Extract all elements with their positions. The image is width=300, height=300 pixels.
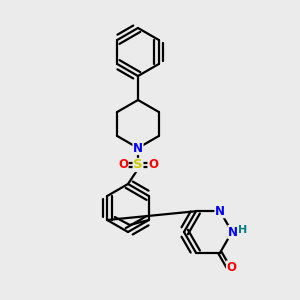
Text: H: H bbox=[238, 225, 247, 235]
Text: O: O bbox=[148, 158, 158, 172]
Text: N: N bbox=[215, 205, 225, 218]
Text: O: O bbox=[118, 158, 128, 172]
Text: O: O bbox=[226, 261, 236, 274]
Text: N: N bbox=[228, 226, 238, 238]
Text: N: N bbox=[133, 142, 143, 154]
Text: S: S bbox=[133, 158, 143, 172]
